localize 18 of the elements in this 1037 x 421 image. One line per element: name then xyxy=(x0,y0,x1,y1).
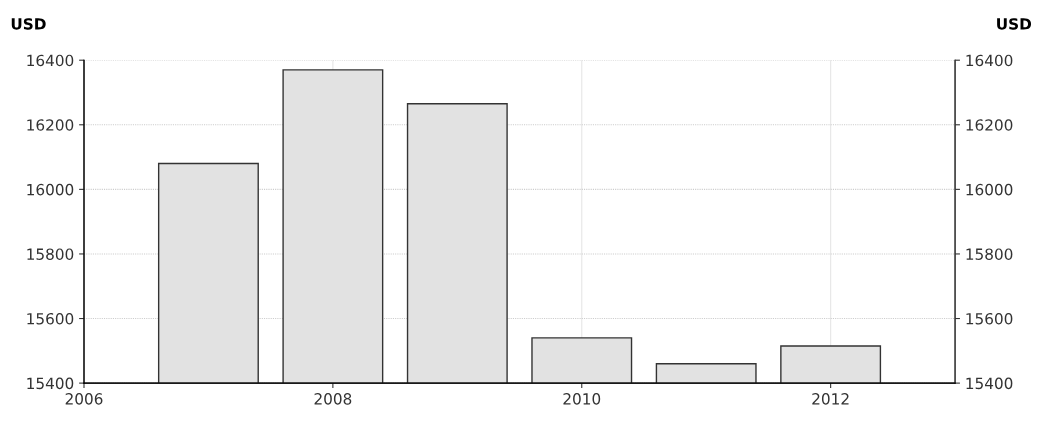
y-tick-label: 16000 xyxy=(27,183,74,196)
x-tick-label: 2010 xyxy=(563,393,601,405)
y-tick-label: 15600 xyxy=(27,312,74,325)
y2-axis-title: USD xyxy=(997,18,1032,30)
y2-tick-label: 16400 xyxy=(966,54,1013,67)
x-tick-label: 2008 xyxy=(314,393,352,405)
y2-tick-label: 15600 xyxy=(966,312,1013,325)
y2-tick-label: 15800 xyxy=(966,248,1013,260)
y-tick-label: 16400 xyxy=(27,54,74,67)
x-tick-label: 2012 xyxy=(812,393,849,405)
y2-tick-label: 16200 xyxy=(966,119,1013,131)
y-tick-label: 15800 xyxy=(27,248,74,260)
x-tick-label: 2006 xyxy=(65,393,103,405)
y-tick-label: 15400 xyxy=(27,377,74,390)
y-tick-label: 16200 xyxy=(27,119,74,131)
y2-tick-label: 16000 xyxy=(966,183,1013,196)
y2-tick-label: 15400 xyxy=(966,377,1013,390)
y-axis-title: USD xyxy=(11,18,46,30)
